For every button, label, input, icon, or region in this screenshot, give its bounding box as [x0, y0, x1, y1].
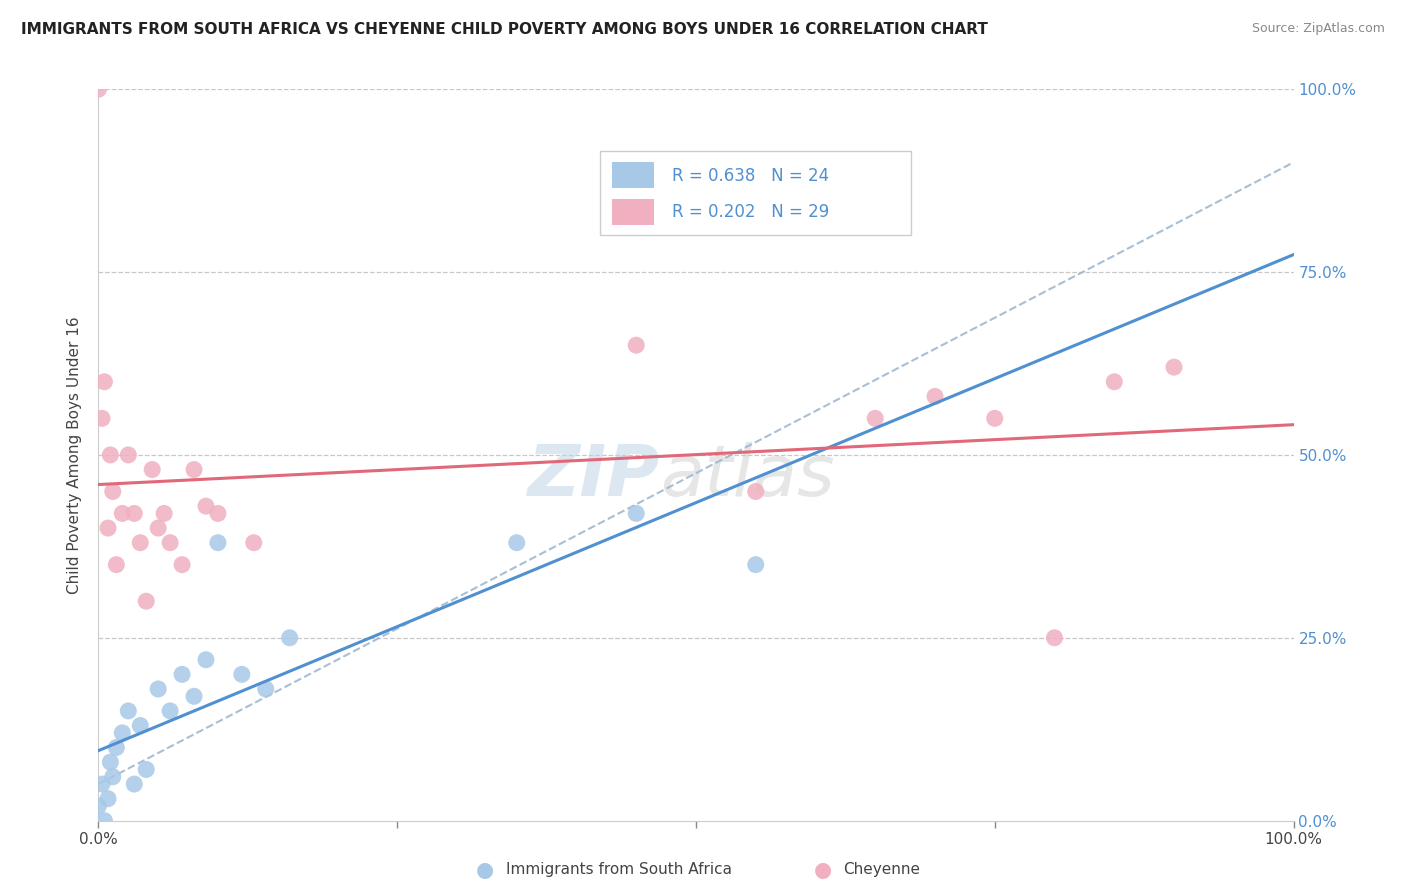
Point: [124, 507, 146, 521]
Point: [278, 631, 301, 645]
Point: [129, 718, 152, 732]
Point: [101, 770, 124, 784]
Text: Immigrants from South Africa: Immigrants from South Africa: [506, 863, 733, 877]
Point: [105, 740, 128, 755]
Point: [111, 507, 134, 521]
Point: [626, 507, 648, 521]
Bar: [613, 162, 654, 188]
Point: [91, 411, 114, 425]
Point: [124, 777, 146, 791]
Point: [117, 704, 139, 718]
Point: [97, 791, 120, 805]
Point: [105, 558, 128, 572]
Y-axis label: Child Poverty Among Boys Under 16: Child Poverty Among Boys Under 16: [67, 316, 83, 594]
Point: [129, 535, 152, 549]
Point: [101, 484, 124, 499]
Point: [243, 535, 266, 549]
Text: R = 0.638   N = 24: R = 0.638 N = 24: [672, 167, 830, 185]
Point: [506, 535, 529, 549]
Point: [194, 653, 218, 667]
Point: [148, 681, 170, 696]
Text: ●: ●: [814, 860, 831, 880]
Point: [194, 499, 218, 513]
Point: [745, 484, 768, 499]
Point: [172, 558, 194, 572]
Point: [93, 814, 115, 828]
Text: Cheyenne: Cheyenne: [844, 863, 921, 877]
Point: [87, 82, 110, 96]
Text: ZIP: ZIP: [527, 442, 661, 511]
Point: [1043, 631, 1066, 645]
Point: [183, 462, 205, 476]
Point: [159, 535, 181, 549]
Point: [172, 667, 194, 681]
Point: [626, 338, 648, 352]
Point: [207, 535, 229, 549]
Point: [183, 690, 205, 704]
Point: [98, 755, 122, 769]
Point: [1102, 375, 1125, 389]
Point: [91, 777, 114, 791]
Point: [111, 726, 134, 740]
FancyBboxPatch shape: [600, 152, 911, 235]
Point: [148, 521, 170, 535]
Point: [207, 507, 229, 521]
Text: ●: ●: [477, 860, 494, 880]
Text: Source: ZipAtlas.com: Source: ZipAtlas.com: [1251, 22, 1385, 36]
Point: [97, 521, 120, 535]
Point: [159, 704, 181, 718]
Point: [135, 763, 157, 777]
Point: [135, 594, 157, 608]
Point: [141, 462, 163, 476]
Point: [117, 448, 139, 462]
Point: [254, 681, 277, 696]
Bar: [613, 199, 654, 225]
Point: [98, 448, 122, 462]
Point: [745, 558, 768, 572]
Point: [863, 411, 887, 425]
Point: [93, 375, 115, 389]
Text: R = 0.202   N = 29: R = 0.202 N = 29: [672, 203, 830, 221]
Point: [153, 507, 176, 521]
Point: [231, 667, 253, 681]
Text: IMMIGRANTS FROM SOUTH AFRICA VS CHEYENNE CHILD POVERTY AMONG BOYS UNDER 16 CORRE: IMMIGRANTS FROM SOUTH AFRICA VS CHEYENNE…: [21, 22, 988, 37]
Point: [1163, 360, 1185, 375]
Point: [984, 411, 1007, 425]
Text: atlas: atlas: [661, 442, 835, 511]
Point: [87, 799, 110, 814]
Point: [924, 389, 946, 403]
